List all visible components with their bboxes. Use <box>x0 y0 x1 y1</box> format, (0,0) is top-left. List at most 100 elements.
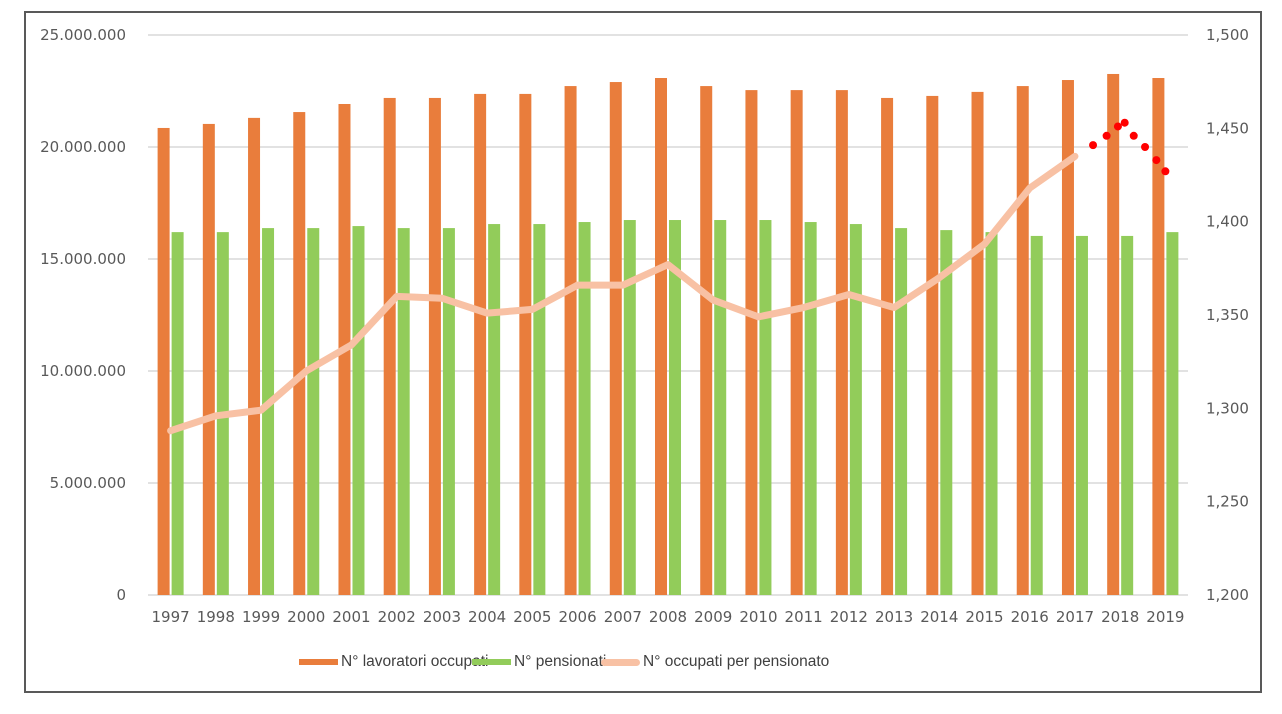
projection-dots <box>1089 118 1170 176</box>
bar-occupati[interactable] <box>609 82 622 596</box>
legend-item-pensionati[interactable]: N° pensionati <box>472 651 606 673</box>
x-axis-tick-label: 2008 <box>649 608 687 626</box>
bar-pensionati[interactable] <box>352 226 365 595</box>
right-axis-tick-label: 1,200 <box>1206 586 1249 604</box>
projection-dot <box>1152 156 1161 165</box>
bar-occupati[interactable] <box>790 90 803 595</box>
bar-pensionati[interactable] <box>895 228 908 595</box>
bar-occupati[interactable] <box>1107 73 1120 595</box>
right-axis-labels: 1,200 1,250 1,300 1,350 1,400 1,450 1,500 <box>1206 26 1249 604</box>
left-axis-tick-label: 20.000.000 <box>40 138 126 156</box>
bars <box>157 73 1179 596</box>
bar-pensionati[interactable] <box>1166 232 1179 595</box>
bar-pensionati[interactable] <box>804 222 817 596</box>
bar-occupati[interactable] <box>248 117 261 595</box>
bar-pensionati[interactable] <box>759 220 772 596</box>
bar-occupati[interactable] <box>745 90 758 595</box>
bar-occupati[interactable] <box>519 93 532 596</box>
bar-pensionati[interactable] <box>533 224 546 595</box>
bar-pensionati[interactable] <box>714 220 727 596</box>
projection-dot <box>1129 131 1138 140</box>
chart-frame <box>24 11 1262 693</box>
bar-occupati[interactable] <box>700 86 713 596</box>
x-axis-tick-label: 2003 <box>423 608 461 626</box>
gridlines <box>148 34 1188 596</box>
bar-occupati[interactable] <box>881 97 894 595</box>
bar-pensionati[interactable] <box>262 228 275 595</box>
bar-pensionati[interactable] <box>1121 235 1134 596</box>
bar-occupati[interactable] <box>293 112 306 595</box>
bar-pensionati[interactable] <box>940 230 953 595</box>
bar-pensionati[interactable] <box>578 222 591 596</box>
line-occupati-per-pensionato[interactable] <box>167 152 1079 435</box>
bar-occupati[interactable] <box>655 78 667 596</box>
left-axis-tick-label: 10.000.000 <box>40 362 126 380</box>
bar-occupati[interactable] <box>1016 86 1029 596</box>
bar-pensionati[interactable] <box>307 228 320 595</box>
right-axis-tick-label: 1,450 <box>1206 119 1249 137</box>
legend-item-ratio[interactable]: N° occupati per pensionato <box>601 651 829 673</box>
bar-pensionati[interactable] <box>849 224 862 595</box>
bar-pensionati[interactable] <box>985 232 998 595</box>
legend-label-occupati: N° lavoratori occupati <box>341 653 489 670</box>
x-axis-tick-label: 1997 <box>152 608 190 626</box>
left-axis-tick-label: 25.000.000 <box>40 26 126 44</box>
projection-dot <box>1141 143 1150 151</box>
x-axis-tick-label: 2007 <box>604 608 642 626</box>
left-axis-labels: 0 5.000.000 10.000.000 15.000.000 20.000.000… <box>40 26 126 604</box>
bar-pensionati[interactable] <box>1030 235 1043 596</box>
x-axis-tick-label: 2006 <box>558 608 596 626</box>
bar-occupati[interactable] <box>835 90 848 595</box>
bar-pensionati[interactable] <box>1075 235 1088 596</box>
x-axis-tick-label: 1998 <box>197 608 235 626</box>
x-axis-tick-label: 1999 <box>242 608 280 626</box>
right-axis-tick-label: 1,250 <box>1206 493 1249 511</box>
projection-dot <box>1120 118 1129 127</box>
x-axis-tick-label: 2017 <box>1056 608 1094 626</box>
x-axis-tick-label: 2019 <box>1146 608 1184 626</box>
x-axis-labels: 1997 1998 1999 2000 2001 2002 2003 2004 2005 2006… <box>152 608 1185 626</box>
x-axis-tick-label: 2010 <box>739 608 777 626</box>
bar-occupati[interactable] <box>157 127 170 596</box>
x-axis-tick-label: 2000 <box>287 608 325 626</box>
x-axis-tick-label: 2004 <box>468 608 506 626</box>
bar-pensionati[interactable] <box>669 220 681 596</box>
projection-dot <box>1113 122 1122 131</box>
legend-label-pensionati: N° pensionati <box>514 653 607 670</box>
bar-pensionati[interactable] <box>623 220 636 596</box>
right-axis-tick-label: 1,350 <box>1206 306 1249 324</box>
left-axis-tick-label: 5.000.000 <box>50 474 126 492</box>
bar-pensionati[interactable] <box>488 224 501 595</box>
projection-dot <box>1089 141 1098 150</box>
legend-label-ratio: N° occupati per pensionato <box>643 653 830 670</box>
x-axis-tick-label: 2015 <box>965 608 1003 626</box>
x-axis-tick-label: 2018 <box>1101 608 1139 626</box>
x-axis-tick-label: 2005 <box>513 608 551 626</box>
legend-item-occupati[interactable]: N° lavoratori occupati <box>299 651 489 673</box>
left-axis-tick-label: 15.000.000 <box>40 250 126 268</box>
bar-occupati[interactable] <box>1152 78 1165 596</box>
bar-occupati[interactable] <box>474 93 487 596</box>
legend-swatch-pensionati <box>472 659 511 665</box>
bar-occupati[interactable] <box>926 95 939 595</box>
x-axis-tick-label: 2001 <box>332 608 370 626</box>
bar-occupati[interactable] <box>1061 80 1074 596</box>
x-axis-tick-label: 2014 <box>920 608 958 626</box>
ratio-line <box>167 152 1079 435</box>
bar-pensionati[interactable] <box>442 228 455 595</box>
left-axis-tick-label: 0 <box>116 586 126 604</box>
x-axis-tick-label: 2016 <box>1011 608 1049 626</box>
x-axis-tick-label: 2013 <box>875 608 913 626</box>
bar-occupati[interactable] <box>383 97 396 595</box>
right-axis-tick-label: 1,300 <box>1206 399 1249 417</box>
bar-pensionati[interactable] <box>397 228 410 595</box>
legend: N° lavoratori occupati N° pensionati N° … <box>0 651 1282 673</box>
x-axis-tick-label: 2012 <box>830 608 868 626</box>
bar-occupati[interactable] <box>564 86 577 596</box>
bar-occupati[interactable] <box>428 97 441 595</box>
bar-occupati[interactable] <box>971 91 984 596</box>
bar-pensionati[interactable] <box>171 232 184 595</box>
projection-dot <box>1102 131 1111 140</box>
bar-occupati[interactable] <box>202 123 215 595</box>
